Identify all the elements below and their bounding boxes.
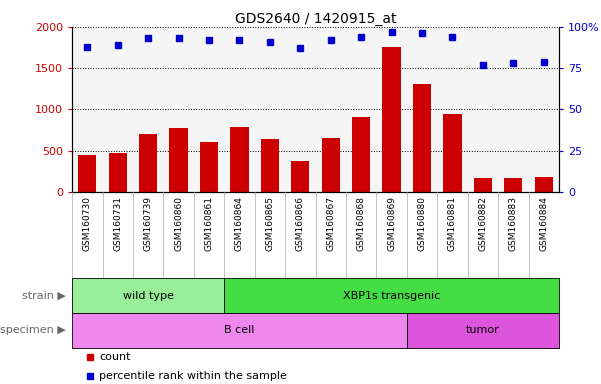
Text: tumor: tumor [466,325,500,335]
Text: GSM160867: GSM160867 [326,197,335,252]
Bar [413,84,431,192]
Bar [322,137,340,192]
Text: GSM160884: GSM160884 [539,197,548,251]
Text: count: count [99,352,130,362]
Bar [78,155,96,192]
Text: GSM160881: GSM160881 [448,197,457,252]
Bar [291,161,310,192]
Text: wild type: wild type [123,291,174,301]
Bar [261,139,279,192]
Text: strain ▶: strain ▶ [22,291,66,301]
Text: GSM160880: GSM160880 [418,197,427,252]
Text: percentile rank within the sample: percentile rank within the sample [99,371,287,381]
Bar [200,142,218,192]
Text: GSM160883: GSM160883 [509,197,518,252]
Text: GSM160861: GSM160861 [204,197,213,252]
Bar [474,177,492,192]
Bar [504,177,522,192]
Text: XBP1s transgenic: XBP1s transgenic [343,291,441,301]
Text: GSM160731: GSM160731 [113,197,122,252]
Bar [352,117,370,192]
Title: GDS2640 / 1420915_at: GDS2640 / 1420915_at [235,12,396,26]
Text: GSM160739: GSM160739 [144,197,153,252]
Text: GSM160866: GSM160866 [296,197,305,252]
Bar [139,134,157,192]
Bar [444,114,462,192]
Bar [72,313,407,348]
Text: GSM160864: GSM160864 [235,197,244,251]
Text: B cell: B cell [224,325,255,335]
Bar [169,128,188,192]
Bar [407,313,559,348]
Text: GSM160730: GSM160730 [83,197,92,252]
Bar [72,278,224,313]
Text: GSM160869: GSM160869 [387,197,396,252]
Text: GSM160868: GSM160868 [356,197,365,252]
Text: GSM160882: GSM160882 [478,197,487,251]
Text: specimen ▶: specimen ▶ [1,325,66,335]
Bar [109,153,127,192]
Bar [230,127,249,192]
Bar [382,47,401,192]
Bar [224,278,559,313]
Bar [535,177,553,192]
Text: GSM160865: GSM160865 [266,197,275,252]
Text: GSM160860: GSM160860 [174,197,183,252]
